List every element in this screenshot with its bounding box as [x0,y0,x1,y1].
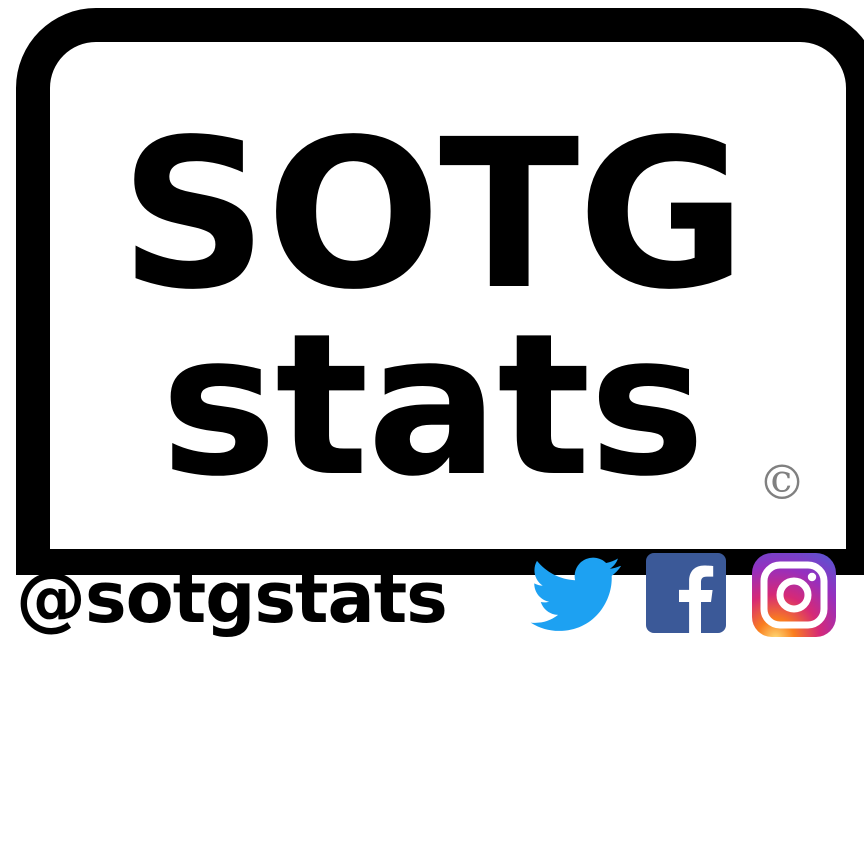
logo-frame [16,8,864,575]
facebook-icon[interactable] [646,553,726,633]
social-handle: @sotgstats [16,557,448,639]
logo-title-sotg: SOTG [119,95,746,335]
instagram-icon[interactable] [752,553,836,637]
copyright-icon: © [758,455,806,511]
twitter-icon[interactable] [530,553,622,637]
logo-title-stats: stats [160,292,706,520]
